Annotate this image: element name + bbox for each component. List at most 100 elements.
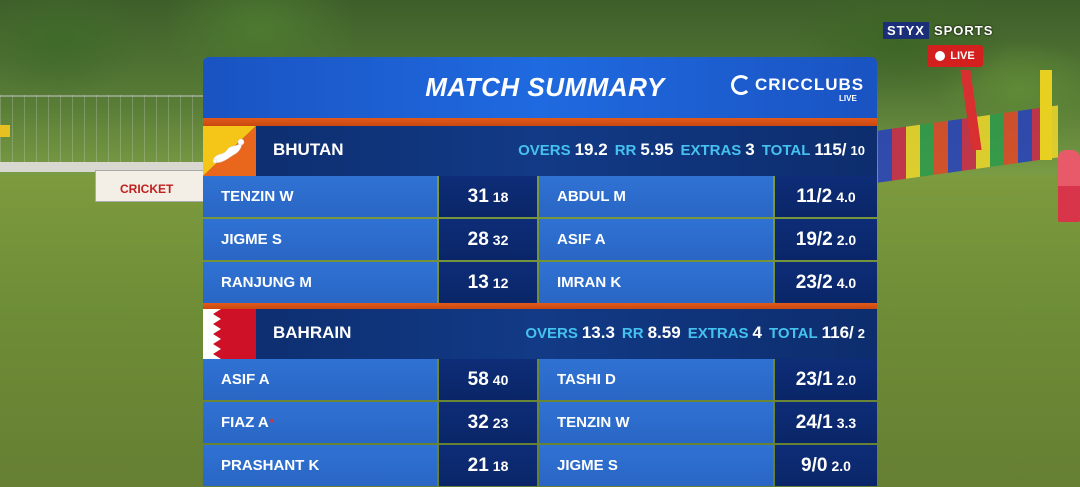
rr-value: 5.95 <box>640 140 674 159</box>
cricclubs-logo-icon <box>731 75 751 95</box>
total-value: 115/ <box>814 140 847 159</box>
broadcaster-name-part1: STYX <box>883 21 929 39</box>
background-flag-yellow <box>1040 70 1052 160</box>
figures: 23/2 <box>795 271 833 293</box>
total-label: TOTAL <box>761 142 811 159</box>
balls: 32 <box>492 231 509 248</box>
team-name: BAHRAIN <box>273 323 352 342</box>
batsman-score: 28 32 <box>439 219 537 260</box>
bowler-figures: 11/2 4.0 <box>775 176 877 217</box>
balls: 18 <box>492 457 509 474</box>
overs: 2.0 <box>831 457 851 474</box>
live-badge: LIVE <box>927 45 983 67</box>
batsman-name-text: FIAZ A <box>221 414 269 431</box>
batsman-name: PRASHANT K <box>203 445 437 486</box>
live-dot-icon <box>935 51 946 61</box>
team-bar-bahrain: BAHRAIN OVERS 13.3 RR 8.59 EXTRAS 4 TOTA… <box>203 309 877 359</box>
balls: 23 <box>492 414 509 431</box>
batsman-name: FIAZ A * <box>203 402 437 443</box>
bhutan-flag-icon <box>203 126 256 176</box>
batsman-score: 13 12 <box>439 262 537 303</box>
broadcaster-name-part2: SPORTS <box>933 22 994 38</box>
batsman-name: RANJUNG M <box>203 262 437 303</box>
figures: 24/1 <box>795 411 833 433</box>
figures: 23/1 <box>795 368 833 390</box>
table-row: FIAZ A * 32 23 TENZIN W 24/1 3.3 <box>203 402 877 443</box>
divider-middle <box>203 303 877 309</box>
runs: 13 <box>467 271 489 293</box>
total-wickets: 10 <box>850 143 865 158</box>
rr-label: RR <box>614 142 637 159</box>
runs: 28 <box>467 228 489 250</box>
cricclubs-brand-sub: LIVE <box>839 94 857 103</box>
extras-label: EXTRAS <box>680 142 742 159</box>
runs: 58 <box>467 368 489 390</box>
team-bar-bhutan: BHUTAN OVERS 19.2 RR 5.95 EXTRAS 3 TOTAL… <box>203 126 877 176</box>
overs: 4.0 <box>836 188 856 205</box>
table-row: JIGME S 28 32 ASIF A 19/2 2.0 <box>203 219 877 260</box>
runs: 31 <box>467 185 489 207</box>
not-out-star-icon: * <box>269 416 275 429</box>
batsman-name: ASIF A <box>203 359 437 400</box>
background-adboard <box>95 170 205 202</box>
card-title: MATCH SUMMARY <box>425 72 665 102</box>
bowler-figures: 23/1 2.0 <box>775 359 877 400</box>
balls: 12 <box>492 274 509 291</box>
bowler-name: TASHI D <box>539 359 773 400</box>
bowler-name: ASIF A <box>539 219 773 260</box>
extras-value: 4 <box>752 323 762 342</box>
cricclubs-brand: CRICCLUBS <box>731 75 864 95</box>
background-fence <box>0 95 210 165</box>
bowler-figures: 24/1 3.3 <box>775 402 877 443</box>
balls: 18 <box>492 188 509 205</box>
live-label: LIVE <box>950 50 975 62</box>
batsman-name: TENZIN W <box>203 176 437 217</box>
match-summary-card: MATCH SUMMARY CRICCLUBS LIVE BHUTAN OVER… <box>203 57 877 487</box>
table-row: PRASHANT K 21 18 JIGME S 9/0 2.0 <box>203 445 877 486</box>
broadcaster-logo: STYX SPORTS <box>883 20 993 40</box>
bowler-name: IMRAN K <box>539 262 773 303</box>
rr-value: 8.59 <box>647 323 681 342</box>
overs-label: OVERS <box>525 325 578 342</box>
bahrain-flag-icon <box>203 309 256 359</box>
overs-label: OVERS <box>518 142 571 159</box>
batsman-score: 32 23 <box>439 402 537 443</box>
table-row: ASIF A 58 40 TASHI D 23/1 2.0 <box>203 359 877 400</box>
team-stats: OVERS 19.2 RR 5.95 EXTRAS 3 TOTAL 115/ 1… <box>518 140 865 160</box>
background-player <box>1058 150 1080 222</box>
overs-value: 19.2 <box>574 140 608 159</box>
batsman-score: 58 40 <box>439 359 537 400</box>
team-name: BHUTAN <box>273 140 344 159</box>
overs: 2.0 <box>836 231 857 248</box>
extras-label: EXTRAS <box>687 325 749 342</box>
bowler-figures: 9/0 2.0 <box>775 445 877 486</box>
divider-top <box>203 118 877 126</box>
balls: 40 <box>492 371 509 388</box>
figures: 11/2 <box>796 185 833 207</box>
extras-value: 3 <box>745 140 755 159</box>
figures: 19/2 <box>795 228 833 250</box>
overs: 4.0 <box>836 274 857 291</box>
runs: 21 <box>467 454 489 476</box>
batsman-score: 21 18 <box>439 445 537 486</box>
background-wall <box>0 162 210 172</box>
table-row: RANJUNG M 13 12 IMRAN K 23/2 4.0 <box>203 262 877 303</box>
overs: 2.0 <box>836 371 857 388</box>
runs: 32 <box>467 411 489 433</box>
bowler-name: JIGME S <box>539 445 773 486</box>
overs-value: 13.3 <box>581 323 615 342</box>
background-adboard-text: CRICKET <box>120 182 174 196</box>
bowler-figures: 19/2 2.0 <box>775 219 877 260</box>
total-wickets: 2 <box>857 326 865 341</box>
bowler-name: TENZIN W <box>539 402 773 443</box>
team-stats: OVERS 13.3 RR 8.59 EXTRAS 4 TOTAL 116/ 2 <box>525 323 865 343</box>
overs: 3.3 <box>836 414 857 431</box>
rr-label: RR <box>621 325 644 342</box>
card-header: MATCH SUMMARY CRICCLUBS LIVE <box>203 57 877 118</box>
batsman-score: 31 18 <box>439 176 537 217</box>
total-value: 116/ <box>821 323 854 342</box>
cricclubs-brand-text: CRICCLUBS <box>755 75 865 94</box>
table-row: TENZIN W 31 18 ABDUL M 11/2 4.0 <box>203 176 877 217</box>
bowler-figures: 23/2 4.0 <box>775 262 877 303</box>
background-flag-left <box>0 125 10 137</box>
